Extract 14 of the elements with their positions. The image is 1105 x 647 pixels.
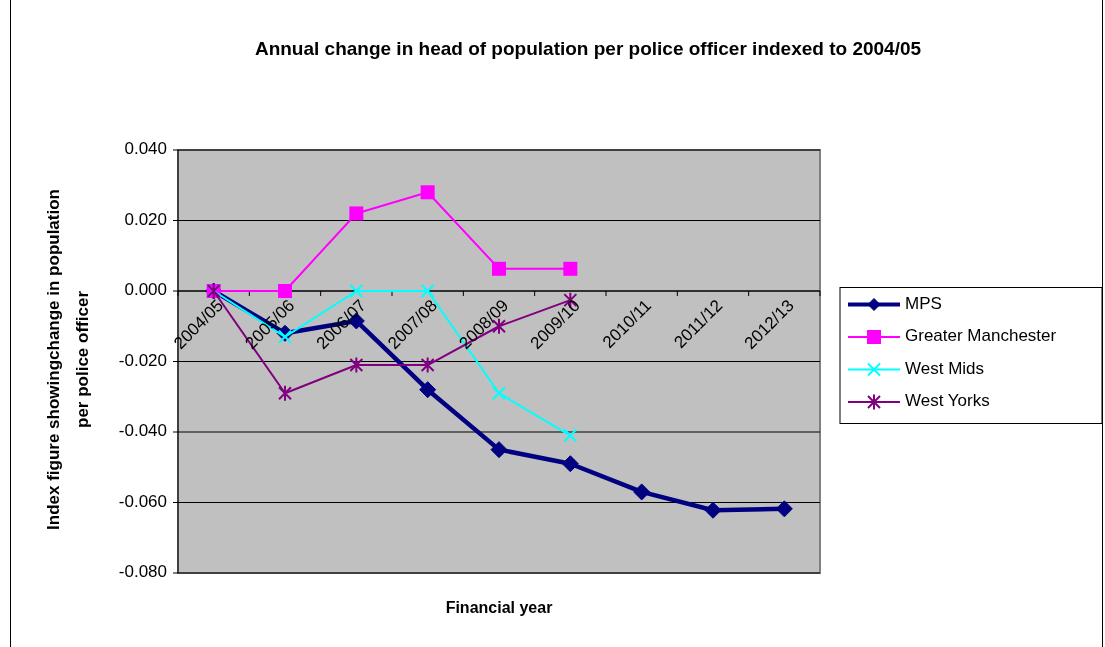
chart-title: Annual change in head of population per police officer indexed to 2004/05 [254, 38, 922, 59]
y-tick-label: -0.040 [118, 421, 167, 441]
legend-label: West Mids [905, 358, 985, 378]
y-tick-label: -0.020 [118, 350, 167, 370]
x-axis-title: Financial year [445, 599, 553, 616]
y-tick-label: 0.040 [124, 139, 167, 159]
y-tick-label: 0.000 [124, 280, 167, 300]
legend-label: West Yorks [905, 391, 990, 411]
y-axis-title: Index figure showingchange in population per police officer [44, 189, 93, 530]
legend-label: Greater Manchester [905, 326, 1057, 346]
y-tick-label: -0.060 [118, 491, 167, 511]
legend-label: MPS [905, 293, 942, 313]
y-tick-label: 0.020 [124, 209, 167, 229]
y-tick-label: -0.080 [118, 562, 167, 582]
